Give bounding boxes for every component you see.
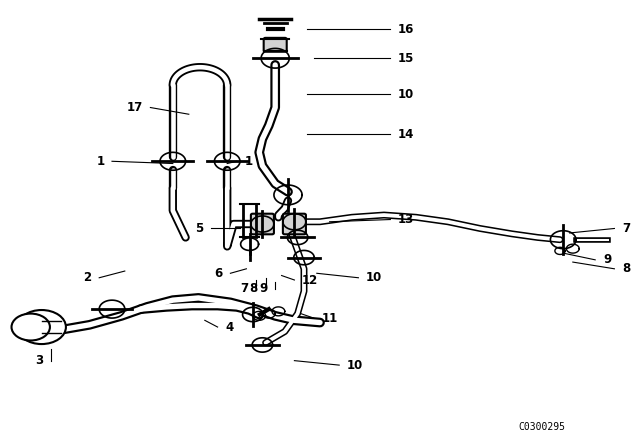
- Text: 5: 5: [195, 222, 204, 235]
- Text: 7: 7: [622, 222, 630, 235]
- Text: 10: 10: [366, 271, 382, 284]
- Text: 12: 12: [302, 273, 318, 287]
- Text: C0300295: C0300295: [518, 422, 565, 432]
- Text: 9: 9: [603, 253, 611, 267]
- Text: 6: 6: [214, 267, 223, 280]
- Text: 1: 1: [96, 155, 104, 168]
- Text: 1: 1: [244, 155, 253, 168]
- Text: 10: 10: [347, 358, 363, 372]
- Text: 3: 3: [35, 354, 44, 367]
- Text: 17: 17: [127, 101, 143, 114]
- FancyBboxPatch shape: [264, 38, 287, 52]
- Text: 8: 8: [622, 262, 630, 276]
- Text: 13: 13: [398, 213, 414, 226]
- Text: 8: 8: [250, 282, 258, 296]
- Bar: [43, 320, 53, 334]
- Text: 15: 15: [398, 52, 415, 65]
- Text: 9: 9: [259, 282, 268, 296]
- Text: 7: 7: [240, 282, 248, 296]
- FancyBboxPatch shape: [283, 214, 306, 234]
- Bar: [51, 320, 61, 334]
- Circle shape: [12, 314, 50, 340]
- Text: 14: 14: [398, 128, 415, 141]
- Text: 4: 4: [225, 320, 234, 334]
- Text: 16: 16: [398, 22, 415, 36]
- Text: 2: 2: [83, 271, 92, 284]
- Text: 11: 11: [321, 311, 337, 325]
- Text: 10: 10: [398, 87, 414, 101]
- Circle shape: [17, 310, 66, 344]
- FancyBboxPatch shape: [251, 214, 274, 234]
